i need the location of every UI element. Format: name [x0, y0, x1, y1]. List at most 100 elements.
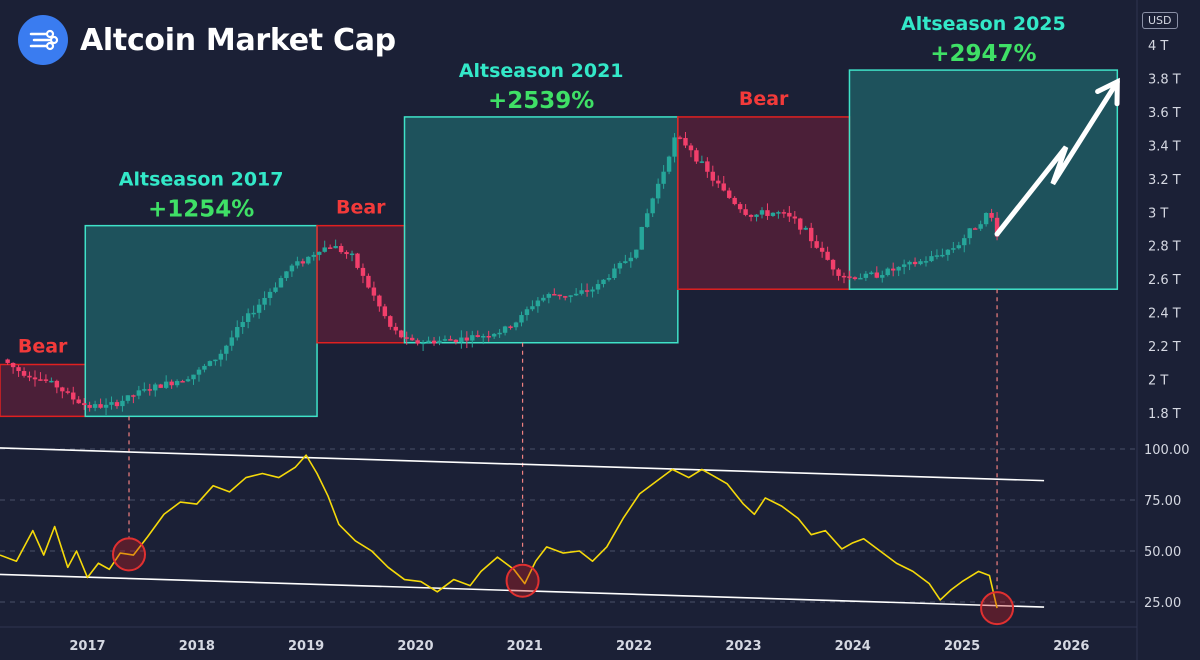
- candle-body: [836, 269, 841, 276]
- candle-body: [355, 253, 360, 268]
- candle-body: [415, 340, 420, 344]
- candle-body: [393, 326, 398, 331]
- candle-body: [727, 190, 732, 198]
- candle-body: [655, 183, 661, 199]
- time-tick-label: 2024: [835, 639, 871, 654]
- oscillator-axis-ticks: 100.00 75.00 50.00 25.00: [1144, 443, 1190, 611]
- candle-body: [131, 395, 136, 397]
- candle-body: [300, 261, 306, 264]
- candle-body: [169, 381, 174, 386]
- candle-body: [327, 247, 333, 249]
- candle-body: [366, 275, 371, 288]
- bottom-marker: [112, 537, 147, 572]
- candle-body: [617, 263, 623, 269]
- time-tick-label: 2021: [507, 639, 543, 654]
- candle-body: [891, 268, 896, 271]
- candle-body: [349, 253, 355, 256]
- candle-body: [530, 306, 535, 310]
- oscillator-line: [0, 454, 998, 609]
- candle-body: [38, 379, 43, 381]
- candle-body: [661, 171, 666, 184]
- candle-body: [770, 212, 776, 216]
- oscillator-tick-label: 75.00: [1144, 494, 1181, 509]
- candle-body: [273, 287, 278, 292]
- candle-body: [683, 137, 688, 146]
- candle-body: [989, 212, 994, 218]
- candle-body: [284, 271, 289, 279]
- candle-body: [590, 289, 595, 292]
- price-axis-ticks: 4 T 3.8 T 3.6 T 3.4 T 3.2 T 3 T 2.8 T 2.6 T 2.4 …: [1148, 39, 1181, 422]
- bottom-markers: [112, 537, 1015, 626]
- candle-body: [606, 277, 612, 280]
- candle-body: [27, 375, 32, 378]
- candle-body: [136, 390, 142, 396]
- candle-body: [16, 367, 21, 372]
- candle-body: [951, 248, 956, 250]
- price-tick-label: 1.8 T: [1148, 407, 1181, 422]
- candle-body: [289, 265, 295, 272]
- candle-body: [716, 180, 721, 184]
- projection-arrow-head: [1095, 77, 1120, 107]
- candle-body: [710, 171, 716, 181]
- candle-body: [267, 291, 273, 298]
- candle-body: [114, 402, 120, 407]
- candle-body: [776, 212, 781, 214]
- candle-body: [256, 304, 262, 313]
- candle-body: [743, 209, 748, 215]
- candle-body: [705, 161, 710, 172]
- candle-body: [229, 337, 234, 346]
- candle-body: [174, 381, 180, 386]
- candle-body: [929, 256, 934, 262]
- candle-body: [404, 337, 409, 339]
- candle-body: [202, 365, 207, 370]
- candle-body: [994, 217, 1000, 237]
- candle-body: [737, 204, 743, 210]
- time-tick-label: 2023: [725, 639, 761, 654]
- zone-label: Bear: [336, 197, 386, 219]
- candle-body: [109, 402, 114, 405]
- candle-body: [191, 374, 196, 380]
- chart-header: Altcoin Market Cap: [18, 14, 396, 66]
- candle-body: [677, 137, 683, 139]
- candle-body: [185, 379, 191, 382]
- candle-body: [645, 213, 650, 227]
- candle-body: [87, 405, 92, 408]
- time-tick-label: 2022: [616, 639, 652, 654]
- time-tick-label: 2018: [179, 639, 215, 654]
- candle-body: [956, 245, 961, 249]
- price-tick-label: 3.4 T: [1148, 139, 1181, 154]
- candle-body: [672, 137, 677, 157]
- bottom-marker: [980, 591, 1015, 626]
- candle-body: [399, 330, 404, 338]
- candle-body: [869, 272, 874, 275]
- network-nodes-icon: [18, 15, 68, 65]
- candle-body: [180, 381, 185, 383]
- zone-gain-label: +1254%: [148, 197, 254, 223]
- candle-body: [885, 268, 890, 276]
- candle-body: [459, 337, 464, 343]
- candle-body: [896, 266, 901, 271]
- candle-body: [322, 247, 327, 252]
- page-title: Altcoin Market Cap: [80, 22, 396, 58]
- cycle-connectors: [128, 289, 998, 592]
- candle-body: [158, 384, 163, 388]
- candle-body: [524, 309, 530, 316]
- price-tick-label: 2.2 T: [1148, 340, 1181, 355]
- candle-body: [907, 261, 912, 265]
- price-tick-label: 3.8 T: [1148, 72, 1181, 87]
- candle-body: [251, 312, 256, 315]
- bottom-marker: [505, 563, 540, 598]
- candle-body: [295, 261, 300, 266]
- altseason-zone: [84, 224, 318, 418]
- candle-body: [453, 339, 459, 343]
- zone-labels: Bear Altseason 2017 +1254% Bear Altseason 20…: [18, 13, 1066, 357]
- projection-arrow-line: [994, 79, 1120, 237]
- currency-badge[interactable]: USD: [1142, 12, 1178, 29]
- candle-body: [218, 353, 224, 360]
- candle-body: [639, 226, 644, 250]
- candle-body: [781, 212, 787, 214]
- bear-zone: [677, 116, 851, 290]
- candle-body: [49, 380, 54, 383]
- candle-body: [464, 337, 470, 341]
- candle-body: [584, 290, 590, 292]
